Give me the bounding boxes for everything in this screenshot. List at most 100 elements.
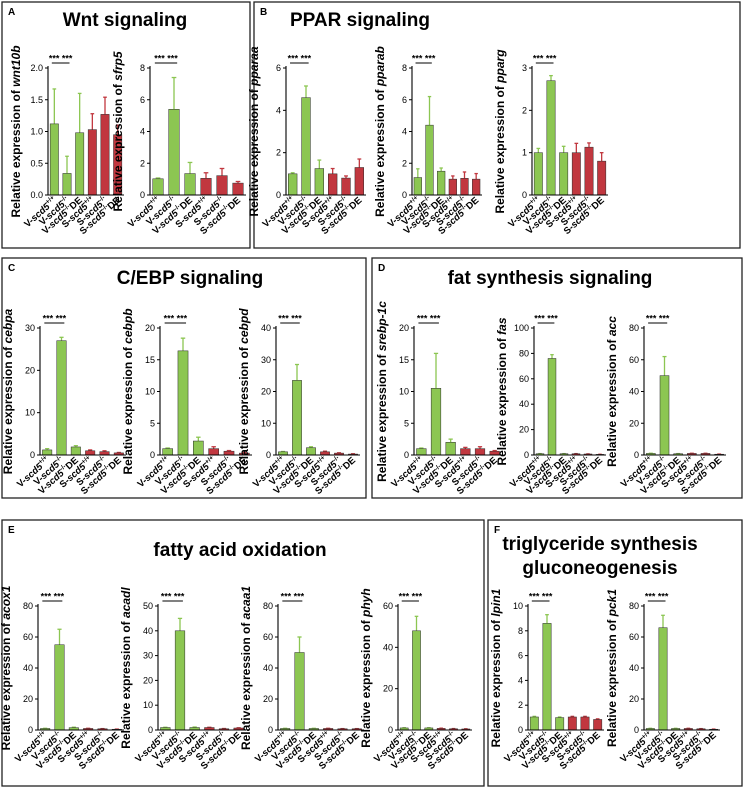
y-tick-label: 2.0 <box>30 63 43 73</box>
y-tick-label: 10 <box>261 418 271 428</box>
bar <box>542 623 552 731</box>
bar <box>593 719 603 731</box>
y-tick-label: 40 <box>143 626 153 636</box>
panel-title: fat synthesis signaling <box>448 268 653 289</box>
bar <box>597 160 607 196</box>
y-axis-label: Relative expression of acaa1 <box>239 586 253 750</box>
y-tick-label: 60 <box>629 355 639 365</box>
y-axis-label: Relative expression of fas <box>495 317 509 465</box>
chart-wnt10b: 0.0 0.5 1.0 1.5 2.0 Relative expression of wn… <box>9 45 124 237</box>
y-tick-label: 20 <box>145 323 155 333</box>
y-tick-label: 40 <box>263 663 273 673</box>
y-tick-label: 2 <box>518 700 523 710</box>
y-tick-label: 1.0 <box>30 127 43 137</box>
y-axis-label: Relative expression of acc <box>605 316 619 467</box>
bar <box>659 375 670 456</box>
chart-sfrp5: 0 2 4 6 8 Relative expression of sfrp5 *** ***… <box>111 51 246 237</box>
chart-phyh: 0 20 40 60 Relative expression of phyh *** **… <box>359 588 472 772</box>
significance-label: *** *** <box>533 54 557 64</box>
bar <box>294 652 305 731</box>
y-tick-label: 40 <box>383 642 393 652</box>
y-axis-label: Relative expression of pparaa <box>247 46 261 216</box>
chart-acox1: 0 20 40 60 80 Relative expression of acox1 ***… <box>0 585 124 772</box>
y-tick-label: 0 <box>634 725 639 735</box>
y-tick-label: 0 <box>30 450 35 460</box>
significance-label: *** *** <box>161 592 185 602</box>
significance-label: *** *** <box>412 54 436 64</box>
y-tick-label: 20 <box>629 694 639 704</box>
panel-letter: D <box>378 263 385 274</box>
bar <box>232 182 244 196</box>
y-axis-label: Relative expression of lpin1 <box>489 588 503 747</box>
bar <box>547 358 557 456</box>
y-tick-label: 40 <box>629 663 639 673</box>
chart-cebpa: 0 10 20 30 Relative expression of cebpa *** *… <box>1 308 126 497</box>
panel-letter: C <box>8 263 15 274</box>
bar <box>445 442 456 456</box>
chart-acaa1: 0 20 40 60 80 Relative expression of acaa1 ***… <box>239 586 364 772</box>
y-tick-label: 20 <box>399 323 409 333</box>
bar <box>529 716 539 731</box>
panel-a: A Wnt signaling <box>1 1 251 249</box>
y-tick-label: 60 <box>383 601 393 611</box>
y-tick-label: 40 <box>23 663 33 673</box>
y-tick-label: 4 <box>276 105 281 115</box>
bar <box>567 716 577 731</box>
y-tick-label: 80 <box>629 601 639 611</box>
panel-c: C C/EBP signaling <box>1 257 367 499</box>
y-tick-label: 8 <box>402 63 407 73</box>
chart-lpin1: 0 2 4 6 8 10 Relative expression of lpin1 *** *… <box>489 588 604 772</box>
panel-letter: E <box>8 525 15 536</box>
y-axis-label: Relative expression of cebpa <box>1 308 15 474</box>
y-tick-label: 40 <box>629 387 639 397</box>
panel-frame <box>1 1 251 249</box>
bar <box>174 630 186 731</box>
y-axis-label: Relative expression of acox1 <box>0 585 13 750</box>
y-tick-label: 30 <box>25 323 35 333</box>
panel-title: gluconeogenesis <box>522 558 677 579</box>
y-tick-label: 0 <box>404 450 409 460</box>
y-tick-label: 60 <box>629 632 639 642</box>
y-axis-label: Relative expression of srebp-1c <box>375 301 389 482</box>
significance-label: *** *** <box>399 592 423 602</box>
chart-acadl: 0 10 20 30 40 50 Relative expression of acadl *… <box>119 587 246 772</box>
y-tick-label: 6 <box>140 95 145 105</box>
y-tick-label: 60 <box>23 632 33 642</box>
y-tick-label: 6 <box>276 63 281 73</box>
y-tick-label: 15 <box>399 355 409 365</box>
chart-pck1: 0 20 40 60 80 Relative expression of pck1 *** … <box>605 589 720 772</box>
y-tick-label: 20 <box>263 694 273 704</box>
significance-label: *** *** <box>417 314 441 324</box>
panel-frame <box>1 257 367 499</box>
significance-label: *** *** <box>646 314 670 324</box>
y-axis-label: Relative expression of cebpb <box>121 308 135 474</box>
bar <box>100 114 110 196</box>
y-tick-label: 60 <box>519 374 529 384</box>
y-tick-label: 0 <box>522 190 527 200</box>
chart-cebpb: 0 5 10 15 20 Relative expression of cebpb *** … <box>121 308 252 497</box>
bar <box>413 177 422 196</box>
y-tick-label: 10 <box>513 601 523 611</box>
bar <box>70 446 81 456</box>
y-tick-label: 6 <box>402 95 407 105</box>
bar <box>437 170 446 196</box>
y-tick-label: 20 <box>519 425 529 435</box>
panel-title: C/EBP signaling <box>117 268 263 289</box>
y-tick-label: 0 <box>388 725 393 735</box>
y-tick-label: 8 <box>518 626 523 636</box>
panel-frame <box>1 519 485 787</box>
y-tick-label: 4 <box>140 127 145 137</box>
bar <box>49 123 59 196</box>
significance-label: *** *** <box>164 314 188 324</box>
bar <box>87 129 97 196</box>
bar <box>571 152 581 196</box>
panel-b: B PPAR signaling <box>253 1 741 249</box>
bar <box>306 447 316 456</box>
y-axis-label: Relative expression of cebpd <box>237 308 251 475</box>
bar <box>216 175 228 196</box>
y-tick-label: 30 <box>143 651 153 661</box>
panel-title: triglyceride synthesis <box>502 534 697 555</box>
